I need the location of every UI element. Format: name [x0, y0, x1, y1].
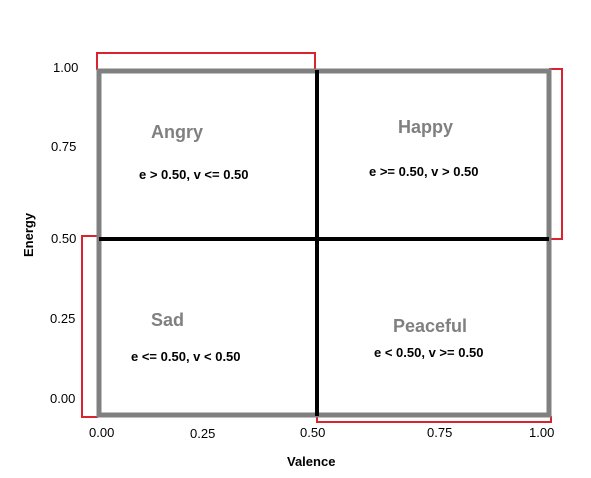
quadrant-sad-name: Sad [151, 310, 184, 330]
y-tick-label: 0.00 [50, 391, 75, 406]
x-tick-label: 0.50 [300, 425, 325, 440]
quadrant-happy-name: Happy [398, 117, 453, 137]
x-tick-label: 1.00 [529, 425, 554, 440]
quadrant-happy-condition: e >= 0.50, v > 0.50 [369, 164, 479, 179]
y-axis-title: Energy [21, 212, 36, 257]
quadrant-peaceful-condition: e < 0.50, v >= 0.50 [374, 345, 484, 360]
y-tick-label: 0.75 [51, 139, 76, 154]
highlight-outline-left [81, 235, 98, 418]
highlight-outline-right [549, 68, 563, 240]
x-tick-label: 0.25 [190, 426, 215, 441]
x-tick-label: 0.00 [89, 425, 114, 440]
x-axis-title: Valence [287, 454, 335, 469]
y-tick-label: 0.25 [50, 311, 75, 326]
y-tick-label: 0.50 [51, 231, 76, 246]
plot-frame [96, 68, 552, 418]
quadrant-peaceful-name: Peaceful [393, 316, 467, 336]
highlight-outline-bottom [316, 416, 552, 423]
x-tick-label: 0.75 [427, 425, 452, 440]
highlight-outline-top [96, 52, 316, 70]
quadrant-angry-name: Angry [151, 122, 203, 142]
y-tick-label: 1.00 [53, 60, 78, 75]
quadrant-angry-condition: e > 0.50, v <= 0.50 [139, 167, 249, 182]
quadrant-sad-condition: e <= 0.50, v < 0.50 [131, 349, 241, 364]
